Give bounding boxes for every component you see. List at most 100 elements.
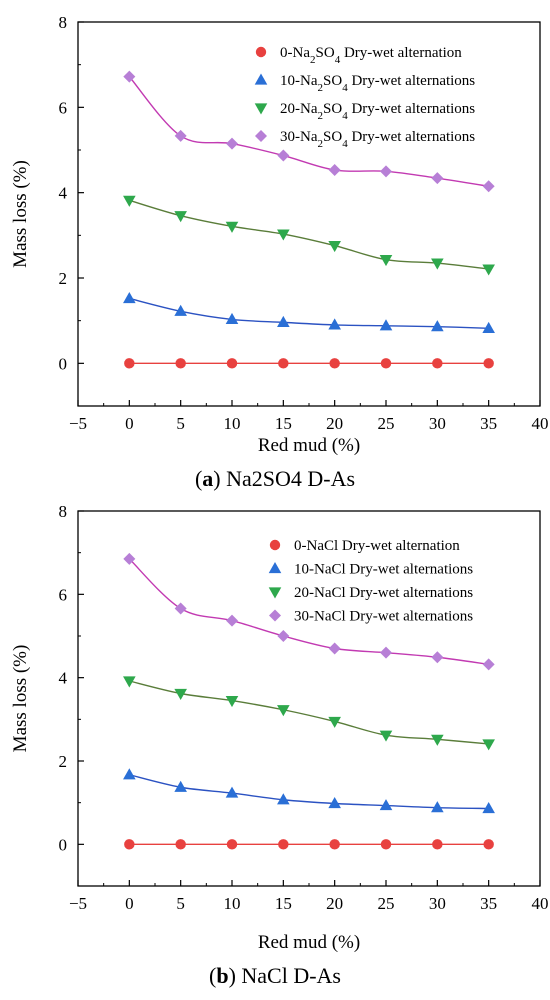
- caption-b: (b) NaCl D-As: [208, 963, 341, 988]
- x-axis-label: Red mud (%): [258, 435, 360, 456]
- caption-a: (a) Na2SO4 D-As: [194, 466, 356, 491]
- data-point: [225, 786, 239, 798]
- x-tick-label: 25: [378, 414, 395, 433]
- data-point: [277, 229, 290, 241]
- x-tick-label: 0: [125, 414, 134, 433]
- series-fit-line: [129, 680, 489, 745]
- data-point: [379, 319, 393, 331]
- series-2: [123, 676, 495, 751]
- data-point: [175, 358, 186, 369]
- data-point: [278, 839, 289, 850]
- data-point: [482, 180, 495, 193]
- data-point: [328, 318, 341, 330]
- data-point: [482, 658, 495, 671]
- data-point: [431, 651, 444, 664]
- data-point: [277, 630, 290, 642]
- x-tick-label: 20: [326, 414, 343, 433]
- x-tick-label: 25: [378, 894, 395, 913]
- x-tick-label: 5: [176, 414, 185, 433]
- data-point: [123, 195, 136, 207]
- y-axis-label: Mass loss (%): [10, 645, 31, 753]
- series-1: [123, 291, 495, 333]
- data-point: [226, 839, 238, 850]
- data-point: [328, 642, 341, 655]
- y-tick-label: 4: [59, 184, 68, 203]
- data-point: [123, 676, 136, 688]
- x-tick-label: 15: [275, 414, 292, 433]
- x-tick-label: 40: [532, 414, 549, 433]
- legend-marker: [255, 130, 267, 142]
- data-point: [123, 768, 136, 780]
- data-point: [328, 716, 341, 728]
- y-tick-label: 0: [59, 835, 68, 854]
- data-point: [431, 172, 444, 185]
- data-point: [277, 793, 290, 805]
- y-tick-label: 6: [59, 585, 68, 604]
- data-point: [482, 739, 495, 751]
- series-3: [123, 552, 495, 671]
- data-point: [483, 358, 494, 369]
- data-point: [174, 129, 187, 142]
- x-tick-label: 15: [275, 894, 292, 913]
- data-point: [380, 165, 392, 178]
- data-point: [328, 240, 341, 253]
- caption-a-letter: a: [202, 466, 214, 491]
- y-tick-label: 6: [59, 98, 68, 117]
- series-0: [124, 358, 494, 369]
- data-point: [226, 614, 238, 627]
- legend-marker: [254, 73, 268, 85]
- data-point: [431, 320, 444, 332]
- data-point: [482, 802, 495, 814]
- y-tick-label: 2: [59, 269, 68, 288]
- data-point: [432, 839, 443, 850]
- data-point: [277, 705, 290, 717]
- data-point: [328, 164, 341, 177]
- data-point: [431, 258, 444, 270]
- legend-label: 0-NaCl Dry-wet alternation: [294, 538, 460, 554]
- data-point: [124, 358, 135, 369]
- data-point: [174, 780, 187, 792]
- data-point: [482, 321, 495, 333]
- caption-b-letter: b: [216, 963, 229, 988]
- legend-label: 0-Na2SO4 Dry-wet alternation: [280, 45, 462, 66]
- data-point: [225, 312, 239, 324]
- legend-marker: [255, 46, 267, 58]
- legend-marker: [268, 562, 282, 574]
- data-point: [278, 358, 289, 369]
- data-point: [277, 315, 290, 327]
- data-point: [483, 839, 494, 850]
- data-point: [123, 291, 136, 304]
- data-point: [174, 211, 187, 223]
- caption-b-text: NaCl D-As: [241, 963, 341, 988]
- x-tick-label: 35: [480, 894, 497, 913]
- legend-marker: [254, 103, 268, 115]
- chart-panel-b: −5 0 5 10 15 20 25 30 35 40 0 2 4 6 8 Red mud (%) Mass l…: [10, 502, 549, 953]
- legend-label: 10-Na2SO4 Dry-wet alternations: [280, 73, 475, 94]
- data-point: [226, 358, 238, 369]
- data-point: [174, 688, 187, 700]
- series-0: [124, 839, 494, 850]
- y-tick-label: 8: [59, 502, 68, 521]
- data-point: [225, 695, 239, 708]
- data-point: [380, 358, 392, 369]
- data-point: [380, 839, 392, 850]
- data-point: [174, 602, 187, 615]
- data-point: [431, 801, 444, 813]
- data-point: [329, 839, 340, 850]
- data-point: [482, 264, 495, 276]
- series-3: [123, 70, 495, 193]
- data-point: [380, 646, 392, 659]
- data-point: [123, 552, 136, 565]
- series-2: [123, 195, 495, 276]
- series-fit-line: [129, 297, 489, 330]
- data-point: [175, 839, 186, 850]
- data-point: [226, 137, 238, 150]
- legend-label: 20-NaCl Dry-wet alternations: [294, 585, 473, 601]
- series-fit-line: [129, 774, 489, 810]
- data-point: [329, 358, 340, 369]
- caption-a-text: Na2SO4 D-As: [226, 466, 356, 491]
- legend-label: 20-Na2SO4 Dry-wet alternations: [280, 101, 475, 122]
- data-point: [123, 70, 136, 83]
- legend-marker: [268, 587, 282, 599]
